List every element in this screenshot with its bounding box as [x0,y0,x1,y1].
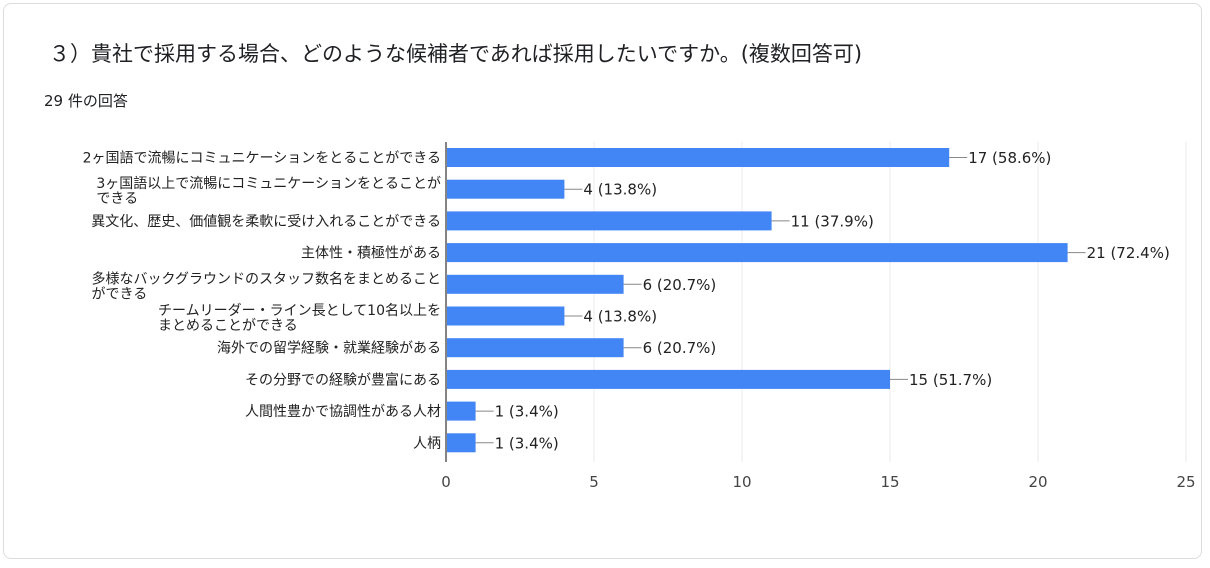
bar [447,401,476,421]
category-label: ができる [92,286,148,302]
data-label: 21 (72.4%) [1087,244,1170,262]
response-count: 29 件の回答 [44,92,128,110]
data-label: 1 (3.4%) [495,403,559,421]
category-label: 人柄 [413,436,441,452]
bar [447,211,772,231]
bar [447,433,476,453]
x-tick-label: 5 [589,473,599,491]
bar [447,243,1068,263]
data-label: 11 (37.9%) [791,212,874,230]
data-label: 6 (20.7%) [643,276,717,294]
category-label: 海外での留学経験・就業経験がある [217,341,441,357]
category-label: まとめることができる [158,318,298,334]
x-tick-label: 25 [1176,473,1195,491]
data-label: 4 (13.8%) [583,308,657,326]
bar [447,369,890,389]
category-label: 2ヶ国語で流暢にコミュニケーションをとることができる [83,150,441,167]
question-title: ３）貴社で採用する場合、どのような候補者であれば採用したいですか。(複数回答可) [49,42,863,66]
x-tick-label: 20 [1028,473,1047,491]
bar [447,306,565,326]
bar [447,148,950,167]
bar [447,274,624,294]
x-tick-label: 0 [441,473,451,491]
data-label: 17 (58.6%) [968,149,1051,167]
category-label: 多様なバックグラウンドのスタッフ数名をまとめること [92,270,441,287]
category-label: その分野での経験が豊富にある [245,371,441,388]
data-label: 4 (13.8%) [583,181,657,199]
category-label: 人間性豊かで協調性がある人材 [245,404,441,420]
category-label: チームリーダー・ライン長として10名以上を [158,303,441,319]
category-label: できる [96,191,138,207]
category-label: 主体性・積極性がある [301,246,441,262]
x-tick-label: 15 [880,473,899,491]
data-label: 6 (20.7%) [643,339,717,357]
x-tick-label: 10 [732,473,751,491]
category-label: 異文化、歴史、価値観を柔軟に受け入れることができる [91,213,441,230]
data-label: 1 (3.4%) [495,434,559,452]
bar [447,338,624,358]
category-label: 3ヶ国語以上で流暢にコミュニケーションをとることが [96,175,441,192]
data-label: 15 (51.7%) [909,371,992,389]
bar [447,179,565,199]
